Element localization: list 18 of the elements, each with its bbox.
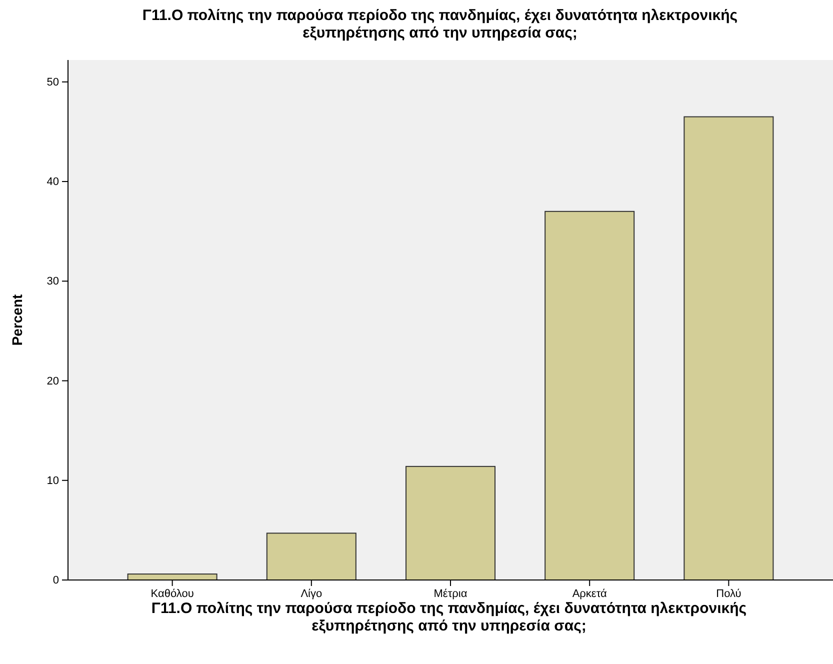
y-tick-label: 30 <box>46 276 59 288</box>
x-axis-title: Γ11.Ο πολίτης την παρούσα περίοδο της πανδημίας, έχει δυνατότητα ηλεκτρονικής εξυπηρέτησης από την υπηρεσία σας; <box>151 600 747 634</box>
bar <box>266 532 356 580</box>
chart-title: Γ11.Ο πολίτης την παρούσα περίοδο της πανδημίας, έχει δυνατότητα ηλεκτρονικής εξυπηρέτησης από την υπηρεσία σας; <box>142 7 738 42</box>
bar <box>544 210 635 580</box>
y-tick-label: 20 <box>46 375 59 388</box>
y-tick-label: 0 <box>52 574 59 587</box>
bar <box>405 466 496 580</box>
y-tick-label: 40 <box>46 176 59 188</box>
x-tick-label: Αρκετά <box>572 588 608 600</box>
y-tick-label: 50 <box>46 76 59 88</box>
x-tick-label: Καθόλου <box>150 588 194 600</box>
y-axis-title: Percent <box>9 294 25 346</box>
x-tick-label: Μέτρια <box>434 588 468 600</box>
y-tick-label: 10 <box>46 474 59 487</box>
x-tick-label: Λίγο <box>300 588 322 600</box>
x-tick-label: Πολύ <box>716 588 742 600</box>
bar <box>684 116 774 580</box>
